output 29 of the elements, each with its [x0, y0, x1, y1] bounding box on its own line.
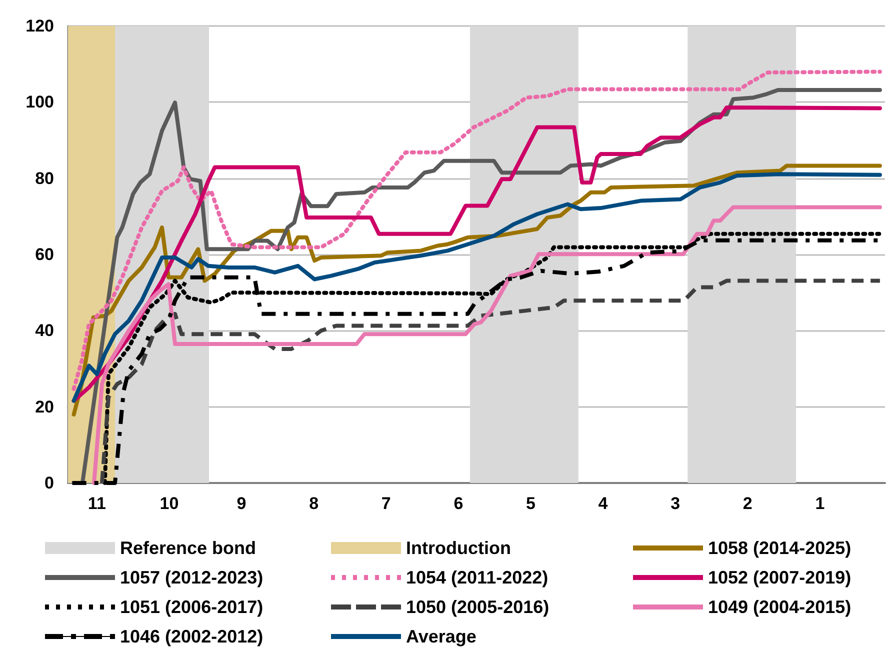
legend-label: 1057 (2012-2023): [120, 568, 264, 588]
y-tick-label: 20: [35, 397, 54, 416]
y-tick-label: 60: [35, 245, 54, 264]
x-tick-label: 9: [236, 494, 246, 513]
legend-label: Average: [406, 626, 476, 646]
x-tick-label: 2: [742, 494, 752, 513]
y-tick-label: 80: [35, 168, 54, 188]
x-tick-label: 1: [815, 494, 825, 513]
x-tick-label: 11: [88, 494, 106, 513]
x-tick-label: 10: [160, 494, 179, 513]
legend-label: 1046 (2002-2012): [120, 626, 264, 646]
x-tick-label: 4: [598, 494, 608, 513]
x-tick-label: 7: [381, 494, 391, 513]
y-tick-label: 120: [26, 16, 54, 36]
x-tick-label: 6: [454, 494, 464, 513]
legend-label: 1050 (2005-2016): [406, 597, 550, 617]
y-tick-label: 40: [35, 321, 54, 340]
legend-label: Introduction: [406, 538, 511, 558]
legend-label: 1058 (2014-2025): [708, 538, 852, 558]
legend-label: 1051 (2006-2017): [120, 597, 264, 617]
x-tick-label: 8: [309, 494, 319, 513]
y-tick-label: 100: [26, 92, 54, 112]
legend-label: 1054 (2011-2022): [406, 568, 548, 588]
legend-label: Reference bond: [120, 538, 256, 558]
x-tick-label: 3: [670, 494, 680, 513]
y-tick-label: 0: [44, 474, 54, 492]
legend-label: 1049 (2004-2015): [708, 597, 852, 617]
legend-label: 1052 (2007-2019): [708, 568, 852, 588]
x-tick-label: 5: [526, 494, 536, 513]
